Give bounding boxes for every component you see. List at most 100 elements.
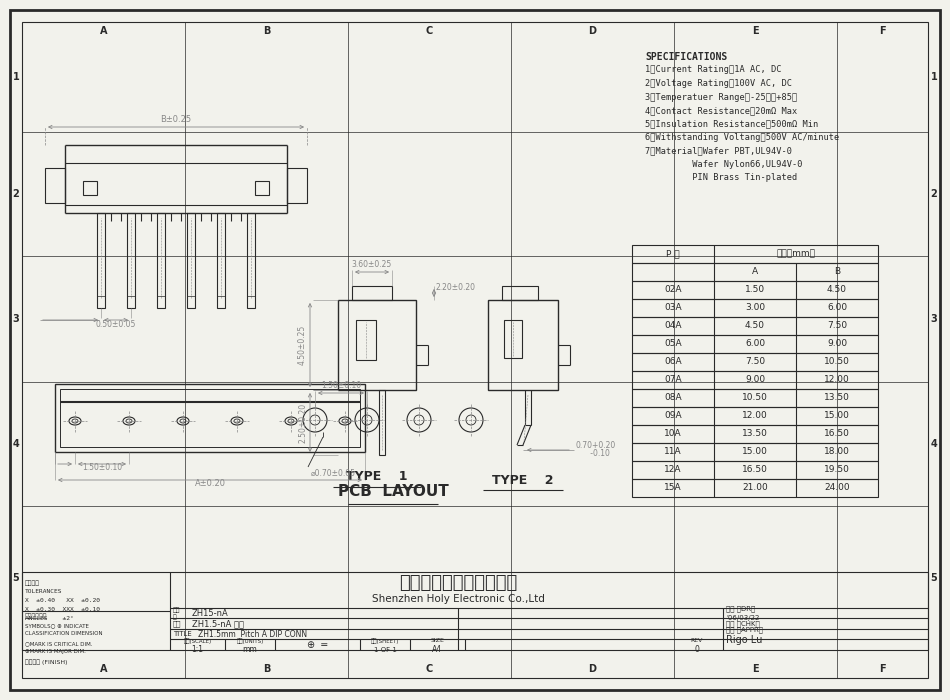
Text: D: D (588, 664, 597, 674)
Text: 07A: 07A (664, 375, 682, 384)
Text: Rigo Lu: Rigo Lu (727, 635, 763, 645)
Bar (338, 300, 416, 390)
Text: 6.00: 6.00 (745, 340, 765, 349)
Text: X  ±0.40   XX  ±0.20: X ±0.40 XX ±0.20 (25, 598, 100, 603)
Text: 15.00: 15.00 (824, 412, 850, 421)
Bar (488, 300, 558, 390)
Text: SIZE: SIZE (430, 638, 445, 643)
Bar (60, 389, 360, 447)
Text: -0.10: -0.10 (576, 449, 610, 459)
Bar (352, 286, 392, 300)
Text: 4: 4 (931, 439, 938, 449)
Text: B: B (834, 267, 840, 276)
Text: X  ±0.30  XXX  ±0.10: X ±0.30 XXX ±0.10 (25, 607, 100, 612)
Text: 12.00: 12.00 (824, 375, 850, 384)
Text: P 数: P 数 (666, 249, 680, 258)
Text: 5: 5 (931, 573, 938, 583)
Bar (356, 320, 376, 360)
Text: B±0.25: B±0.25 (161, 115, 192, 124)
Text: SPECIFICATIONS: SPECIFICATIONS (645, 52, 728, 62)
Text: 7、Material：Wafer PBT,UL94V-0: 7、Material：Wafer PBT,UL94V-0 (645, 146, 792, 155)
Bar (632, 335, 878, 353)
Bar (22, 572, 928, 650)
Text: A±0.20: A±0.20 (195, 479, 225, 488)
Text: 02A: 02A (664, 286, 682, 295)
Text: TYPE    2: TYPE 2 (492, 473, 554, 486)
Text: ZH15-nA: ZH15-nA (192, 608, 229, 617)
Bar (632, 407, 878, 425)
Text: 1 OF 1: 1 OF 1 (373, 647, 396, 652)
Text: 4.50: 4.50 (745, 321, 765, 330)
Text: E: E (752, 26, 759, 36)
Text: TITLE: TITLE (173, 631, 192, 637)
Text: 3.00: 3.00 (745, 304, 765, 312)
Bar (632, 317, 878, 335)
Text: 表面处理 (FINISH): 表面处理 (FINISH) (25, 659, 67, 664)
Bar (127, 213, 135, 308)
Text: TYPE    1: TYPE 1 (346, 470, 408, 484)
Bar (157, 213, 165, 308)
Text: E: E (752, 664, 759, 674)
Text: C: C (426, 664, 433, 674)
Text: 4.50±0.25: 4.50±0.25 (298, 325, 307, 365)
Text: 08A: 08A (664, 393, 682, 402)
Text: Wafer Nylon66,UL94V-0: Wafer Nylon66,UL94V-0 (645, 160, 803, 169)
Text: PCB  LAYOUT: PCB LAYOUT (337, 484, 448, 500)
Text: SYMBOLS○ ⊕ INDICATE: SYMBOLS○ ⊕ INDICATE (25, 623, 89, 628)
Text: D: D (588, 26, 597, 36)
Text: '06/03/22: '06/03/22 (727, 615, 760, 621)
Text: 5、Insulation Resistance：500mΩ Min: 5、Insulation Resistance：500mΩ Min (645, 120, 818, 129)
Bar (632, 263, 878, 281)
Text: A: A (752, 267, 758, 276)
Bar (97, 213, 105, 308)
Bar (632, 353, 878, 371)
Text: 7.50: 7.50 (826, 321, 847, 330)
Bar (45, 168, 65, 203)
Text: 3: 3 (931, 314, 938, 324)
Text: 12A: 12A (664, 466, 682, 475)
Text: F: F (879, 26, 885, 36)
Text: 2: 2 (931, 189, 938, 199)
Text: 11A: 11A (664, 447, 682, 456)
Text: 一般公差: 一般公差 (25, 580, 40, 586)
Text: ZH1.5mm  Pitch A DIP CONN: ZH1.5mm Pitch A DIP CONN (198, 630, 307, 638)
Bar (632, 245, 878, 263)
Text: 2.50±0.20: 2.50±0.20 (298, 402, 307, 442)
Text: B: B (263, 26, 270, 36)
Text: 03A: 03A (664, 304, 682, 312)
Bar (247, 213, 255, 308)
Text: A: A (100, 26, 107, 36)
Bar (632, 479, 878, 497)
Text: 1: 1 (931, 72, 938, 82)
Text: 1.50: 1.50 (745, 286, 765, 295)
Text: 16.50: 16.50 (824, 430, 850, 438)
Bar (502, 286, 538, 300)
Text: 号: 号 (173, 615, 177, 620)
Text: 核准 【APPR】: 核准 【APPR】 (727, 626, 764, 633)
Text: 深圳市宏利电子有限公司: 深圳市宏利电子有限公司 (399, 574, 517, 592)
Bar (55, 384, 365, 452)
Bar (632, 389, 878, 407)
Text: ⌀0.70±0.05: ⌀0.70±0.05 (311, 469, 356, 478)
Bar (632, 299, 878, 317)
Text: 10.50: 10.50 (824, 358, 850, 367)
Text: 2.20±0.20: 2.20±0.20 (436, 284, 476, 293)
Text: B: B (263, 664, 270, 674)
Text: 24.00: 24.00 (825, 484, 850, 493)
Text: 审核 【CHK】: 审核 【CHK】 (727, 620, 760, 627)
Text: 6.00: 6.00 (826, 304, 847, 312)
Text: REV: REV (691, 638, 703, 643)
Text: 4.50: 4.50 (827, 286, 847, 295)
Text: 1.50±0.10: 1.50±0.10 (82, 463, 122, 472)
Text: 检验尺寸标家: 检验尺寸标家 (25, 613, 48, 619)
Text: CLASSIFICATION DIMENSION: CLASSIFICATION DIMENSION (25, 631, 103, 636)
Text: 张数(SHEET): 张数(SHEET) (370, 638, 399, 643)
Text: 4、Contact Resistance：20mΩ Max: 4、Contact Resistance：20mΩ Max (645, 106, 797, 115)
Text: 7.50: 7.50 (745, 358, 765, 367)
Text: F: F (879, 664, 885, 674)
Bar (504, 320, 522, 358)
Text: ZH1.5-nA 直针: ZH1.5-nA 直针 (192, 620, 244, 628)
Text: 1、Current Rating：1A AC, DC: 1、Current Rating：1A AC, DC (645, 66, 782, 74)
Text: 04A: 04A (664, 321, 682, 330)
Text: 1.50±0.10: 1.50±0.10 (321, 381, 361, 390)
